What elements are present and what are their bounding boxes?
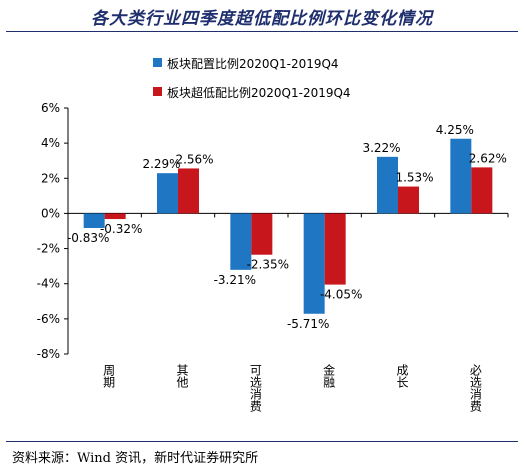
- data-label: -0.32%: [100, 222, 142, 236]
- data-label: 4.25%: [436, 123, 474, 137]
- bar-series2: [471, 167, 493, 214]
- y-tick-label: 0%: [41, 206, 60, 220]
- bar-series2: [178, 168, 199, 214]
- x-category-label: 可选消费: [248, 364, 262, 412]
- source-divider: [6, 441, 518, 442]
- bar-series2: [398, 186, 419, 214]
- x-category-label: 成长: [395, 364, 409, 388]
- x-category-label: 金融: [322, 363, 336, 389]
- x-category-label: 必选消费: [468, 364, 482, 412]
- x-category-label: 其他: [175, 364, 189, 388]
- bar-series1: [303, 213, 325, 314]
- bar-series2: [251, 213, 273, 255]
- legend-swatch-series1: [153, 58, 162, 67]
- y-tick-label: 4%: [41, 136, 60, 150]
- data-label: -2.35%: [247, 258, 289, 272]
- legend-label-series1: 板块配置比例2020Q1-2019Q4: [167, 57, 339, 71]
- data-label: -5.71%: [287, 317, 329, 331]
- y-tick-label: -4%: [37, 277, 60, 291]
- bar-series1: [450, 138, 472, 214]
- data-label: 3.22%: [362, 141, 400, 155]
- y-tick-label: 2%: [41, 171, 60, 185]
- bar-series1: [230, 213, 252, 270]
- y-tick-label: -6%: [37, 312, 60, 326]
- data-label: -4.05%: [320, 288, 362, 302]
- bar-series1: [377, 156, 398, 214]
- y-tick-label: 6%: [41, 101, 60, 115]
- data-label: 2.29%: [142, 157, 180, 171]
- data-label: -3.21%: [214, 273, 256, 287]
- legend-label-series2: 板块超低配比例2020Q1-2019Q4: [167, 85, 351, 100]
- bar-series1: [157, 173, 178, 214]
- bar-chart: 6% 4% 2% 0% -2% -4% -6% -8% 板块配置比例2020Q1-2019Q4 板…: [37, 57, 509, 412]
- data-label: 2.56%: [175, 152, 213, 166]
- title-underline: [6, 31, 518, 32]
- chart-title: 各大类行业四季度超低配比例环比变化情况: [91, 9, 433, 29]
- bar-series1: [83, 213, 105, 229]
- x-category-label: 周期: [102, 364, 116, 388]
- legend-swatch-series2: [153, 87, 162, 96]
- bar-series2: [104, 213, 126, 220]
- y-tick-label: -8%: [37, 347, 60, 361]
- data-label: -0.83%: [67, 231, 109, 245]
- data-label: 1.53%: [395, 171, 433, 185]
- source-note: 资料来源：Wind 资讯，新时代证券研究所: [12, 451, 259, 466]
- bar-series2: [324, 213, 346, 285]
- y-tick-label: -2%: [37, 242, 60, 256]
- data-label: 2.62%: [469, 151, 507, 165]
